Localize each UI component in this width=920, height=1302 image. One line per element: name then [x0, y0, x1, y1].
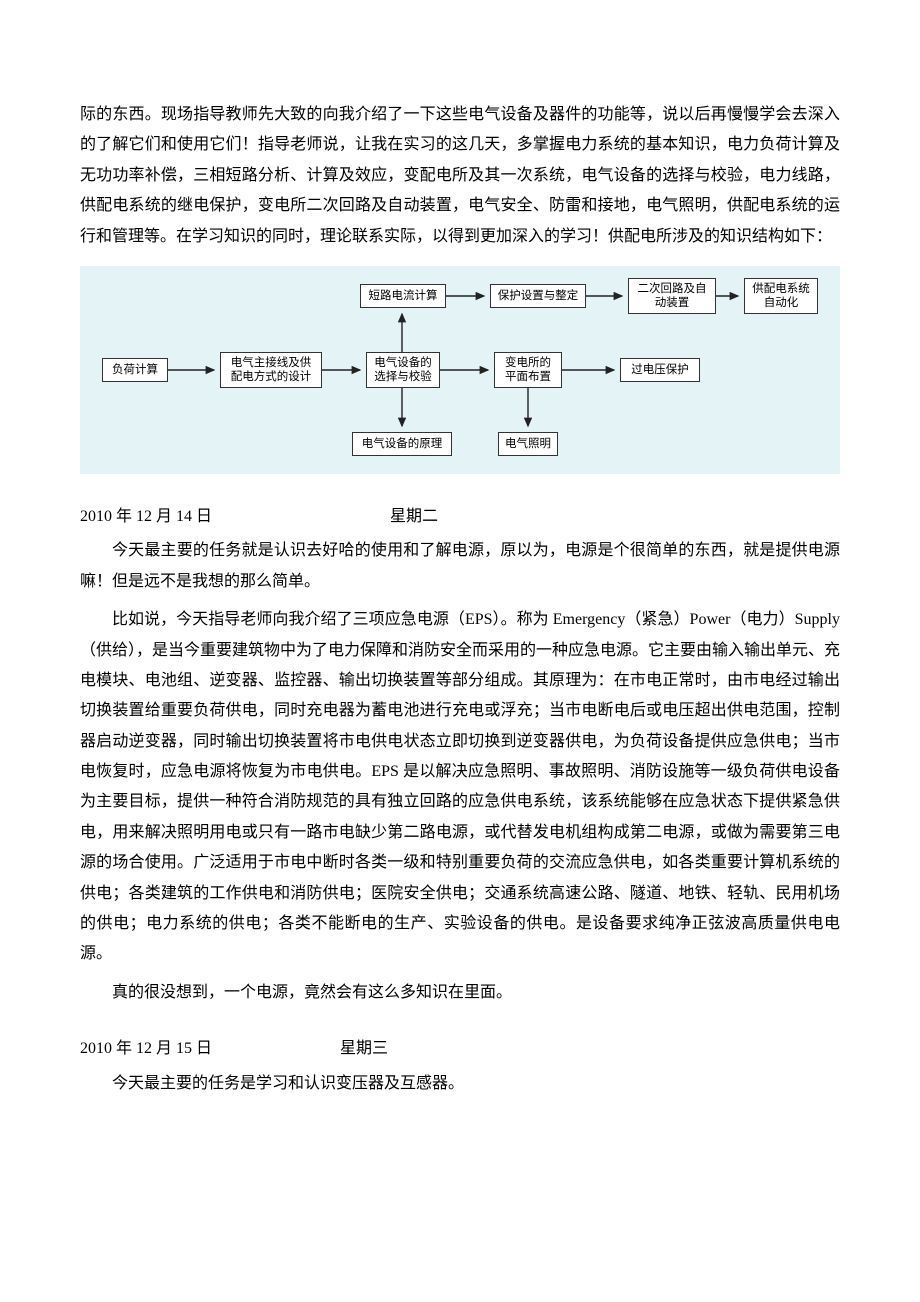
- entry2-p1: 今天最主要的任务是学习和认识变压器及互感器。: [80, 1069, 840, 1099]
- entry1-p1: 今天最主要的任务就是认识去好哈的使用和了解电源，原以为，电源是个很简单的东西，就…: [80, 536, 840, 597]
- node-overvoltage-protection: 过电压保护: [620, 358, 700, 382]
- node-equipment-principle: 电气设备的原理: [352, 432, 452, 456]
- node-main-wiring: 电气主接线及供 配电方式的设计: [220, 352, 322, 388]
- entry2-date-line: 2010 年 12 月 15 日 星期三: [80, 1034, 840, 1064]
- node-lighting: 电气照明: [498, 432, 558, 456]
- entry1-p3: 真的很没想到，一个电源，竟然会有这么多知识在里面。: [80, 978, 840, 1008]
- node-substation-layout: 变电所的 平面布置: [494, 352, 562, 388]
- entry1-date: 2010 年 12 月 14 日: [80, 502, 390, 532]
- entry2-weekday: 星期三: [340, 1034, 388, 1064]
- node-distribution-automation: 供配电系统 自动化: [744, 278, 818, 314]
- node-protection-setting: 保护设置与整定: [490, 284, 586, 308]
- node-load-calc: 负荷计算: [102, 358, 168, 382]
- intro-paragraph: 际的东西。现场指导教师先大致的向我介绍了一下这些电气设备及器件的功能等，说以后再…: [80, 100, 840, 252]
- diagram-arrows: [80, 266, 840, 474]
- diagram-container: 短路电流计算 保护设置与整定 二次回路及自 动装置 供配电系统 自动化 负荷计算…: [80, 266, 840, 474]
- node-secondary-loop: 二次回路及自 动装置: [628, 278, 716, 314]
- node-short-circuit-calc: 短路电流计算: [360, 284, 446, 308]
- entry1-weekday: 星期二: [390, 502, 438, 532]
- knowledge-structure-diagram: 短路电流计算 保护设置与整定 二次回路及自 动装置 供配电系统 自动化 负荷计算…: [80, 266, 840, 474]
- entry1-p2: 比如说，今天指导老师向我介绍了三项应急电源（EPS）。称为 Emergency（…: [80, 605, 840, 970]
- entry1-date-line: 2010 年 12 月 14 日 星期二: [80, 502, 840, 532]
- entry2-date: 2010 年 12 月 15 日: [80, 1034, 340, 1064]
- node-equipment-selection: 电气设备的 选择与校验: [366, 352, 440, 388]
